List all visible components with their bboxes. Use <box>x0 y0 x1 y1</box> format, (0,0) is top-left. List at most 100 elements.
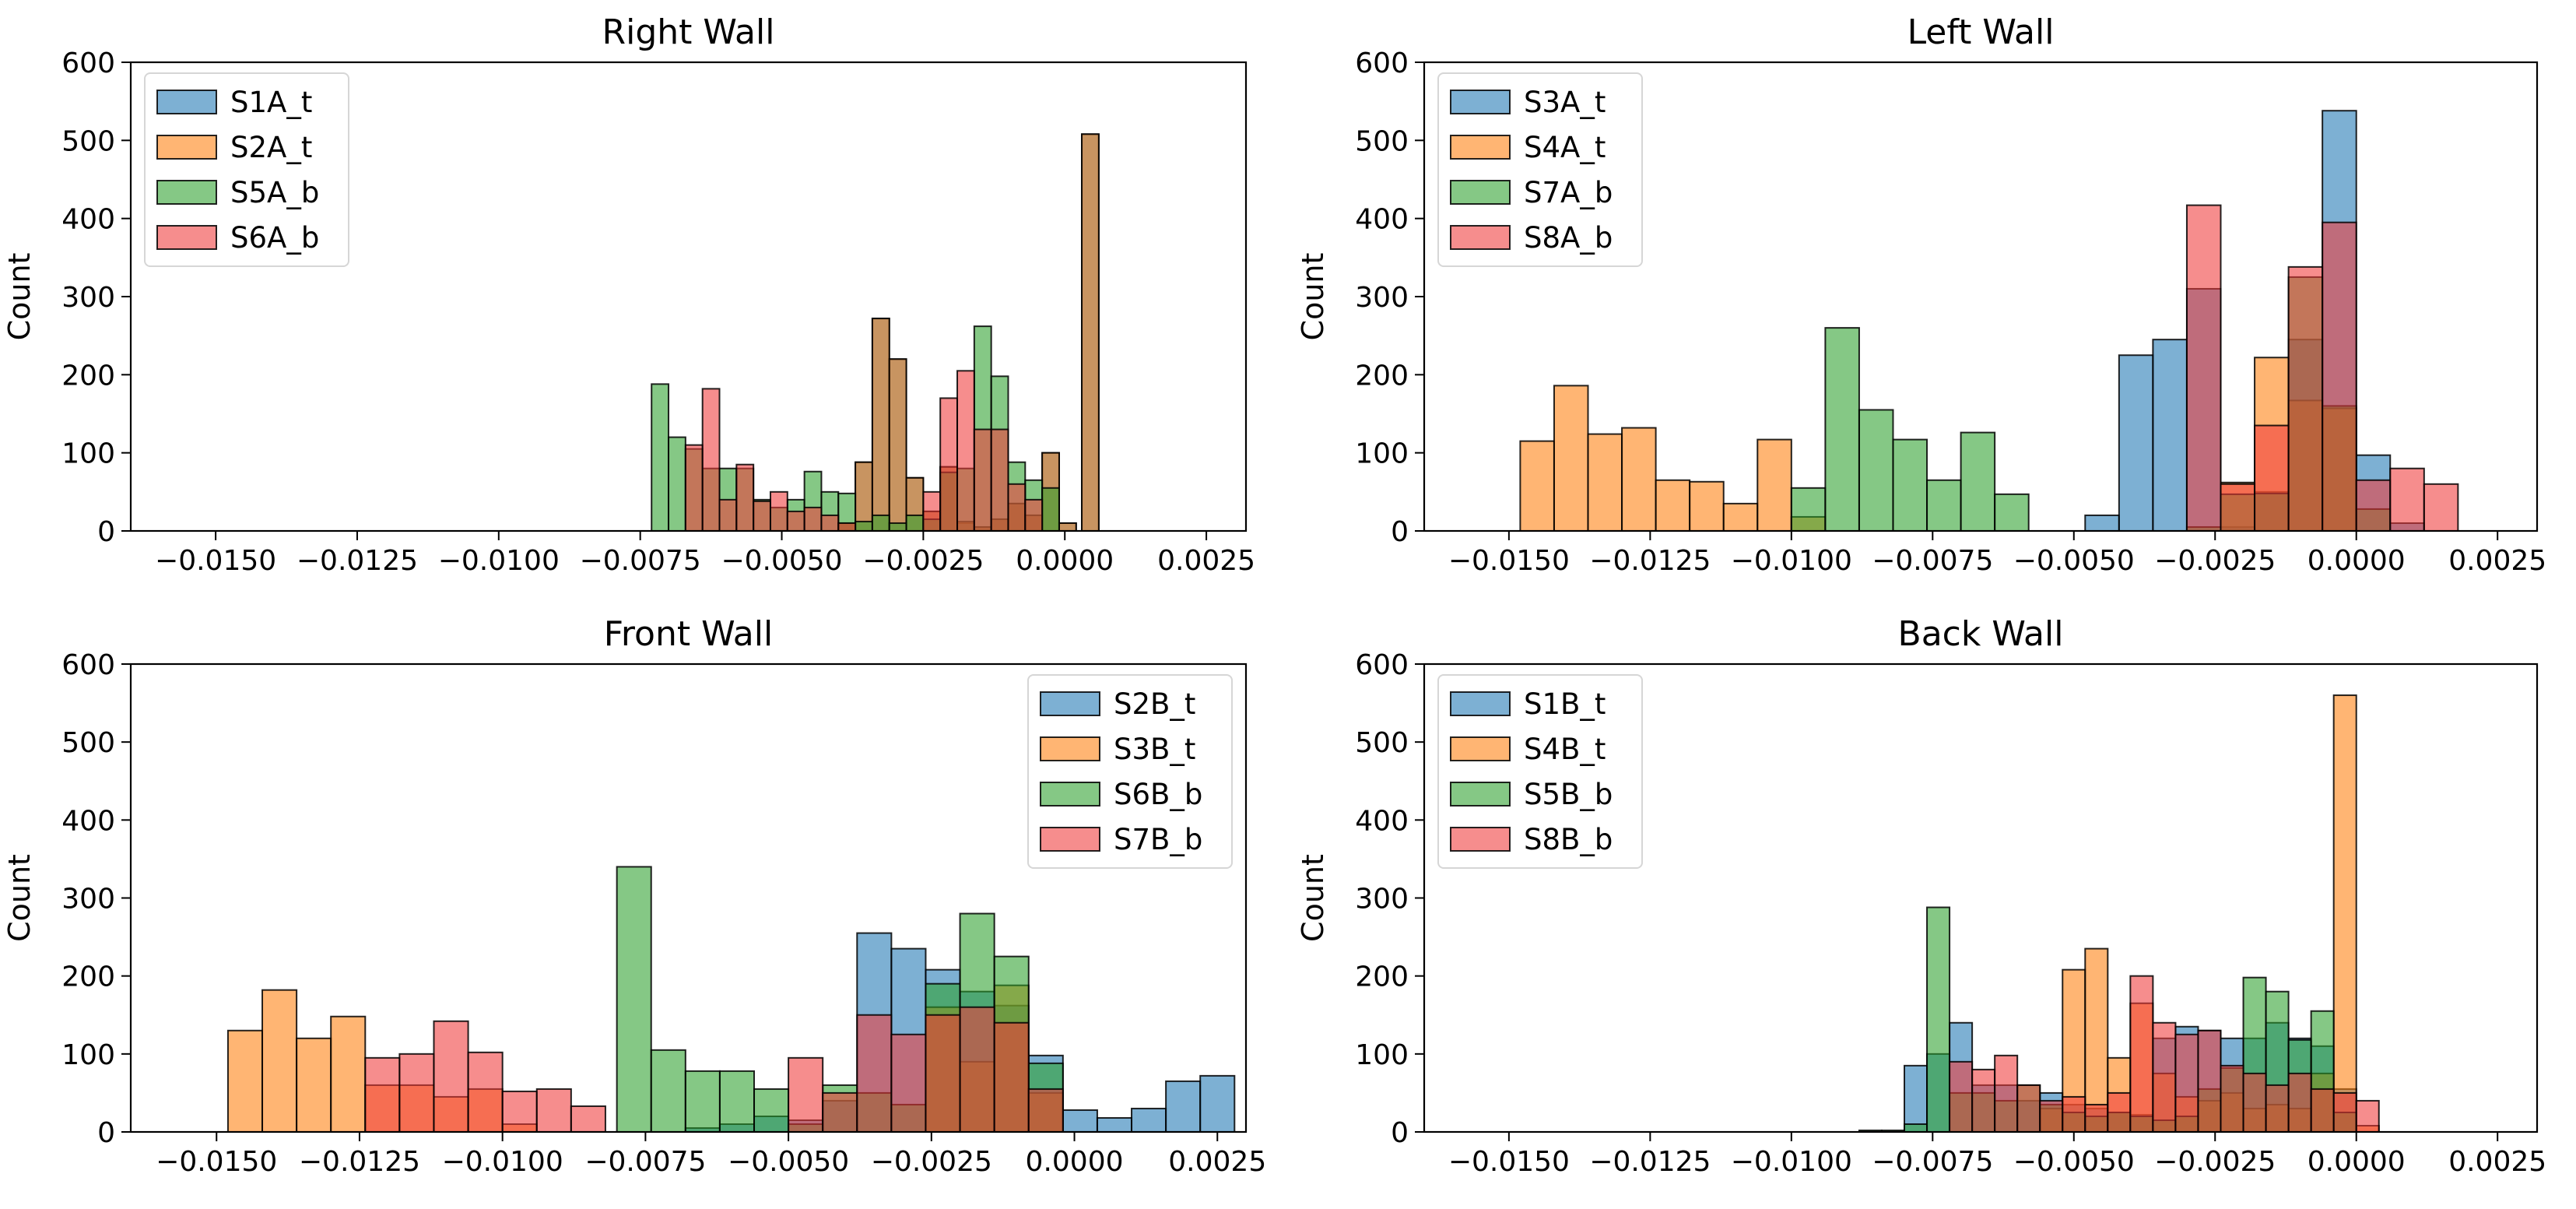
legend-swatch <box>1040 691 1100 716</box>
histogram-bar <box>1858 409 1894 531</box>
legend: S1B_t S4B_t S5B_b S8B_b <box>1437 674 1643 869</box>
histogram-bar <box>1131 1107 1167 1132</box>
legend-item: S3A_t <box>1450 86 1606 119</box>
x-tick-label: −0.0050 <box>2013 1146 2135 1178</box>
y-tick-label: 200 <box>61 961 115 993</box>
legend-item: S5B_b <box>1450 778 1613 811</box>
x-tick-label: −0.0150 <box>1448 1146 1570 1178</box>
histogram-bar <box>570 1105 606 1132</box>
histogram-bar <box>616 866 652 1132</box>
x-tick-label: −0.0075 <box>1872 545 1993 577</box>
histogram-bar <box>2310 1088 2335 1132</box>
axes-layer: −0.0150 −0.0125 −0.0100 −0.0075 −0.0050 −0.00… <box>1355 649 2546 1178</box>
y-tick-label: 300 <box>1355 884 1409 916</box>
histogram-bar <box>1926 479 1962 531</box>
x-tick-label: 0.0000 <box>2308 1146 2406 1178</box>
x-tick-label: −0.0125 <box>1589 1146 1711 1178</box>
histogram-bar <box>856 1014 893 1132</box>
x-tick-label: −0.0150 <box>1448 545 1570 577</box>
axes-layer: −0.0150 −0.0125 −0.0100 −0.0075 −0.0050 −0.00… <box>61 649 1266 1178</box>
histogram-bar <box>2129 975 2154 1132</box>
panel-left-wall: Left Wall Count −0.0150 −0.0125 −0.0100 −0.… <box>1296 12 2546 577</box>
histogram-bar <box>1519 440 1555 531</box>
legend: S2B_t S3B_t S6B_b S7B_b <box>1027 674 1233 869</box>
legend-swatch <box>156 135 217 160</box>
histogram-bar <box>1165 1080 1202 1132</box>
x-tick-label: 0.0025 <box>1168 1146 1266 1178</box>
legend-label: S1A_t <box>230 86 312 119</box>
x-tick-label: −0.0075 <box>1872 1146 1993 1178</box>
histogram-bar <box>650 1049 686 1132</box>
histogram-bar <box>296 1037 332 1132</box>
legend-item: S2B_t <box>1040 687 1195 721</box>
histogram-bar <box>890 1033 927 1132</box>
x-tick-label: −0.0025 <box>871 1146 992 1178</box>
histogram-bar <box>888 358 907 531</box>
x-tick-label: 0.0025 <box>1157 545 1255 577</box>
x-tick-label: −0.0150 <box>156 1146 277 1178</box>
panel-right-wall: Right Wall Count −0.0150 −0.0125 −0.0100 −0… <box>2 12 1255 577</box>
histogram-bar <box>1824 327 1860 531</box>
histogram-bar <box>753 500 771 531</box>
x-tick-label: 0.0025 <box>2448 545 2546 577</box>
y-tick-label: 0 <box>97 1117 115 1149</box>
histogram-bar <box>735 463 755 531</box>
histogram-bar <box>1062 1109 1098 1132</box>
legend-label: S8A_b <box>1524 221 1613 255</box>
x-tick-label: −0.0125 <box>297 545 418 577</box>
y-tick-label: 400 <box>61 805 115 837</box>
legend-label: S2A_t <box>230 131 312 164</box>
bar-layer <box>1519 110 2459 531</box>
y-tick-label: 200 <box>61 360 115 392</box>
histogram-bar <box>822 1091 858 1132</box>
legend-label: S3A_t <box>1524 86 1606 119</box>
histogram-bar <box>2084 514 2120 531</box>
legend-item: S1B_t <box>1450 687 1606 721</box>
x-tick-label: −0.0100 <box>1731 545 1852 577</box>
histogram-bar <box>2152 1021 2177 1132</box>
histogram-bar <box>2039 1099 2064 1132</box>
histogram-bar <box>2220 483 2256 531</box>
histogram-bar <box>2197 1029 2222 1132</box>
histogram-bar <box>1904 1123 1928 1132</box>
histogram-bar <box>2355 479 2392 531</box>
legend-swatch <box>1040 827 1100 852</box>
histogram-bar <box>1757 438 1792 531</box>
histogram-bar <box>1007 483 1027 531</box>
panel-title: Right Wall <box>602 12 775 52</box>
histogram-bar <box>855 461 873 531</box>
x-tick-label: 0.0000 <box>1026 1146 1124 1178</box>
legend-item: S1A_t <box>156 86 312 119</box>
legend-item: S3B_t <box>1040 733 1195 766</box>
legend-item: S6B_b <box>1040 778 1202 811</box>
legend-item: S8A_b <box>1450 221 1613 255</box>
histogram-bar <box>837 492 857 531</box>
panel-title: Left Wall <box>1907 12 2055 52</box>
x-tick-label: −0.0025 <box>2154 545 2276 577</box>
histogram-bar <box>2332 1091 2357 1132</box>
histogram-bar <box>2355 1099 2380 1132</box>
histogram-bar <box>871 318 890 531</box>
histogram-bar <box>501 1090 538 1132</box>
panel-title: Front Wall <box>604 614 773 654</box>
histogram-bar <box>1655 479 1691 531</box>
x-tick-label: −0.0050 <box>721 545 842 577</box>
legend-item: S4B_t <box>1450 733 1606 766</box>
histogram-bar <box>718 498 738 531</box>
legend-swatch <box>1450 782 1511 807</box>
legend-swatch <box>156 180 217 205</box>
y-tick-label: 200 <box>1355 360 1409 392</box>
histogram-bar <box>1994 1054 2019 1132</box>
legend-label: S1B_t <box>1524 687 1606 721</box>
y-tick-label: 400 <box>1355 204 1409 236</box>
legend-label: S4A_t <box>1524 131 1606 164</box>
x-tick-label: −0.0050 <box>2013 545 2135 577</box>
y-tick-label: 100 <box>61 438 115 470</box>
histogram-bar <box>1926 906 1951 1132</box>
histogram-bar <box>2242 1072 2267 1132</box>
histogram-bar <box>261 989 298 1132</box>
y-tick-label: 600 <box>61 47 115 79</box>
histogram-bar <box>1096 1116 1133 1132</box>
histogram-bar <box>1689 480 1725 531</box>
